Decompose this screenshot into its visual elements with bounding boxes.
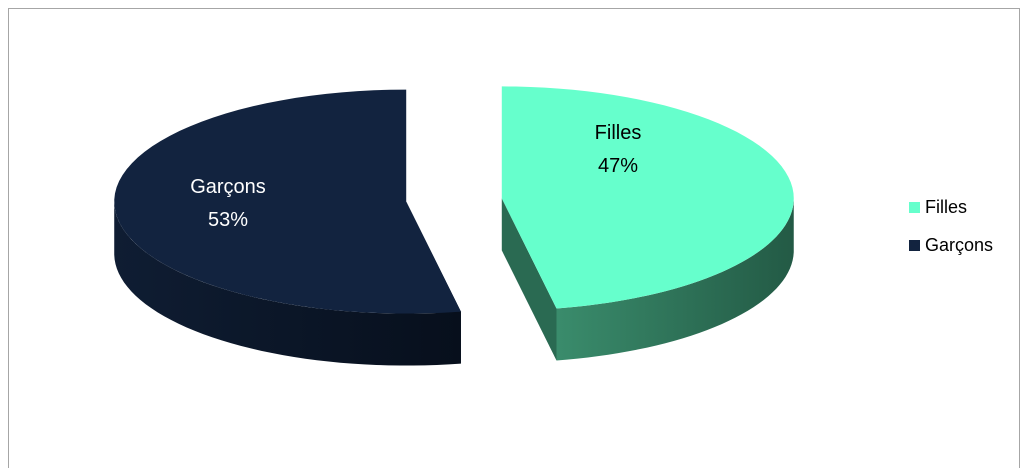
slice-garcons (114, 89, 461, 314)
slice-label-filles-percent: 47% (598, 155, 638, 177)
slice-label-garcons-percent: 53% (208, 209, 248, 231)
slice-cut-face-filles-1 (501, 198, 557, 361)
slice-label-filles-name: Filles (595, 122, 642, 144)
legend-label-garcons: Garçons (925, 234, 994, 255)
legend-label-filles: Filles (925, 196, 968, 217)
legend: Filles Garçons (909, 196, 993, 272)
legend-swatch-garcons (909, 239, 920, 251)
legend-item-garcons: Garçons (909, 234, 993, 256)
legend-item-filles: Filles (909, 196, 993, 218)
slice-filles (501, 86, 794, 309)
slice-side-garcons (114, 202, 461, 366)
legend-swatch-filles (909, 201, 920, 213)
slice-label-garcons-name: Garçons (190, 176, 266, 198)
slice-side-filles (556, 200, 794, 361)
